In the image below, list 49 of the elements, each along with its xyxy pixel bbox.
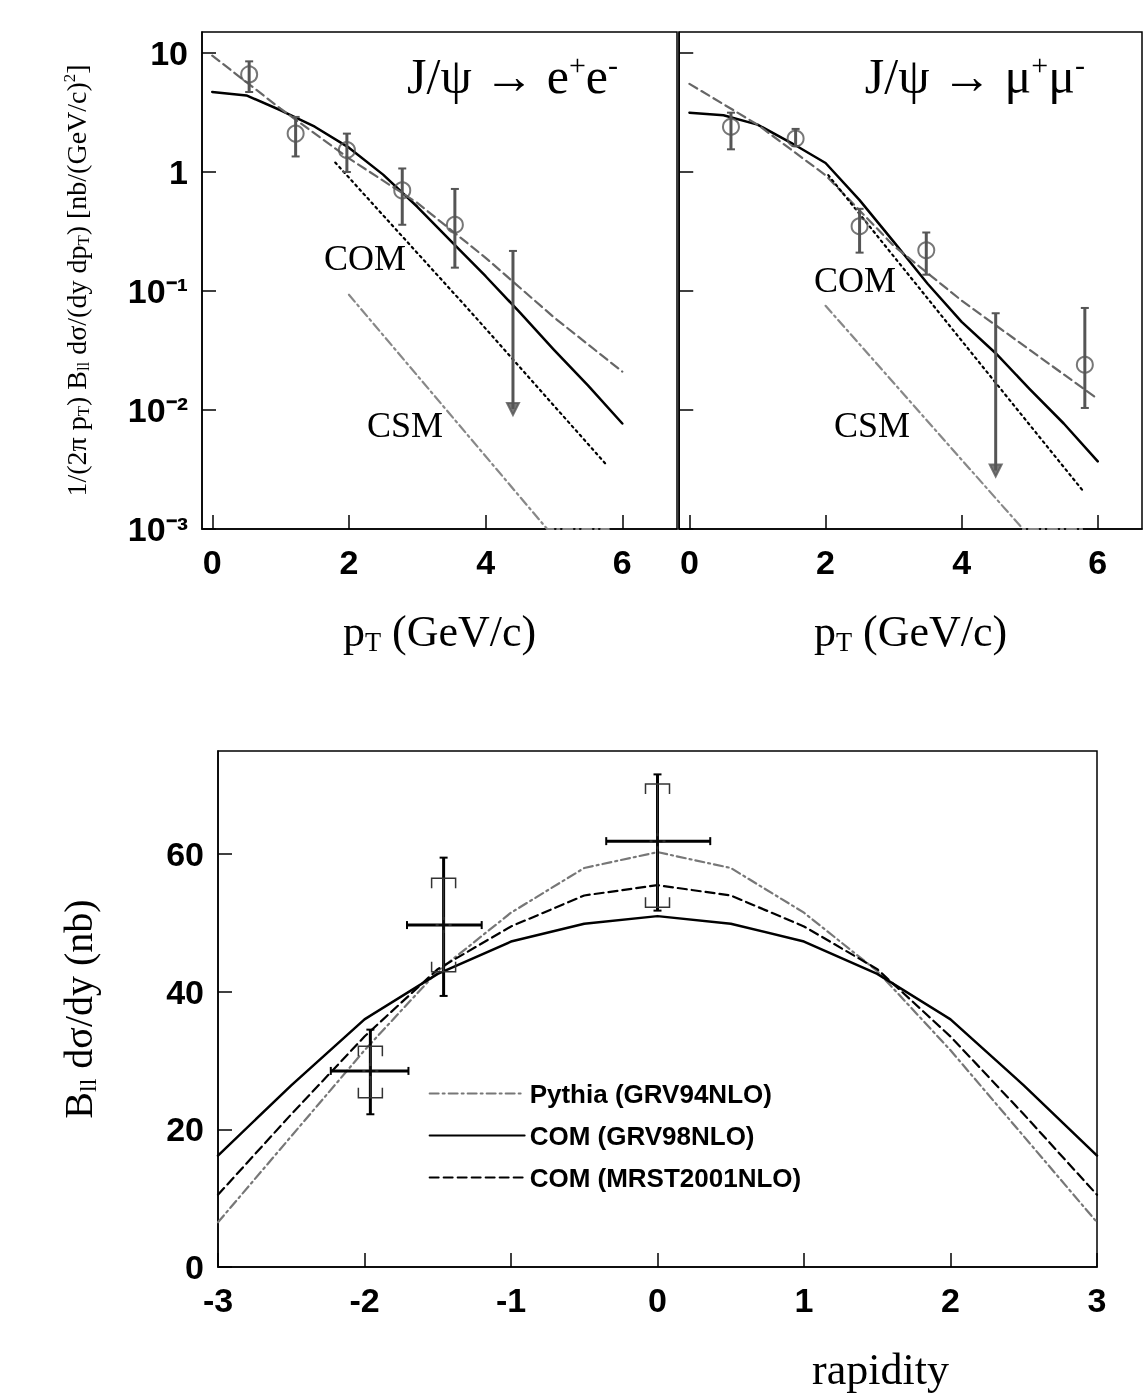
annotation: CSM bbox=[366, 405, 444, 445]
x-tick-label: 2 bbox=[339, 543, 359, 581]
x-axis-title: rapidity bbox=[812, 1344, 949, 1394]
x-tick-label: 2 bbox=[816, 543, 836, 581]
y-tick-label: 10⁻² bbox=[127, 390, 188, 429]
y-axis-title: Bll dσ/dy (nb) bbox=[55, 899, 101, 1119]
legend-label: COM (GRV98NLO) bbox=[529, 1120, 755, 1151]
x-tick-label: 4 bbox=[476, 543, 496, 581]
point bbox=[917, 241, 936, 260]
annotation: COM bbox=[813, 260, 897, 300]
y-tick-label: 10 bbox=[150, 33, 188, 72]
x-tick-label: -2 bbox=[349, 1281, 380, 1319]
point bbox=[786, 129, 805, 148]
x-tick-label: 6 bbox=[612, 543, 632, 581]
y-tick-label: 20 bbox=[166, 1110, 204, 1149]
annotation: COM bbox=[323, 238, 407, 278]
y-tick-label: 1 bbox=[169, 152, 188, 191]
y-tick-label: 60 bbox=[166, 835, 204, 874]
chart-title: J/ψ → μ+μ- bbox=[864, 47, 1086, 104]
legend-label: COM (MRST2001NLO) bbox=[529, 1162, 802, 1193]
x-tick-label: 0 bbox=[648, 1281, 667, 1319]
point bbox=[988, 463, 1003, 478]
point bbox=[445, 215, 464, 234]
x-tick-label: 3 bbox=[1087, 1281, 1107, 1319]
y-tick-label: 10⁻³ bbox=[127, 510, 188, 548]
y-tick-label: 10⁻¹ bbox=[127, 271, 188, 310]
x-tick-label: 6 bbox=[1088, 543, 1108, 581]
point bbox=[721, 117, 740, 136]
line-series bbox=[211, 54, 624, 373]
point bbox=[286, 124, 305, 143]
x-tick-label: 4 bbox=[952, 543, 972, 581]
y-tick-label: 0 bbox=[185, 1248, 204, 1286]
chart-title: J/ψ → e+e- bbox=[407, 47, 619, 104]
point bbox=[240, 65, 259, 84]
x-tick-label: 0 bbox=[679, 543, 699, 581]
point bbox=[1075, 355, 1094, 374]
point bbox=[505, 401, 520, 416]
annotation: CSM bbox=[833, 405, 911, 445]
x-tick-label: -1 bbox=[495, 1281, 527, 1319]
y-tick-label: 40 bbox=[166, 972, 204, 1011]
x-tick-label: -3 bbox=[202, 1281, 234, 1319]
legend-label: Pythia (GRV94NLO) bbox=[529, 1078, 772, 1109]
point bbox=[393, 181, 412, 200]
x-tick-label: 1 bbox=[794, 1281, 814, 1319]
point bbox=[337, 140, 356, 159]
point bbox=[850, 217, 869, 236]
line-series bbox=[216, 851, 1099, 1224]
text: 1/(2π pT) Bll dσ/(dy dpT) [nb/(GeV/c)2] bbox=[60, 64, 93, 497]
x-tick-label: 2 bbox=[941, 1281, 960, 1319]
